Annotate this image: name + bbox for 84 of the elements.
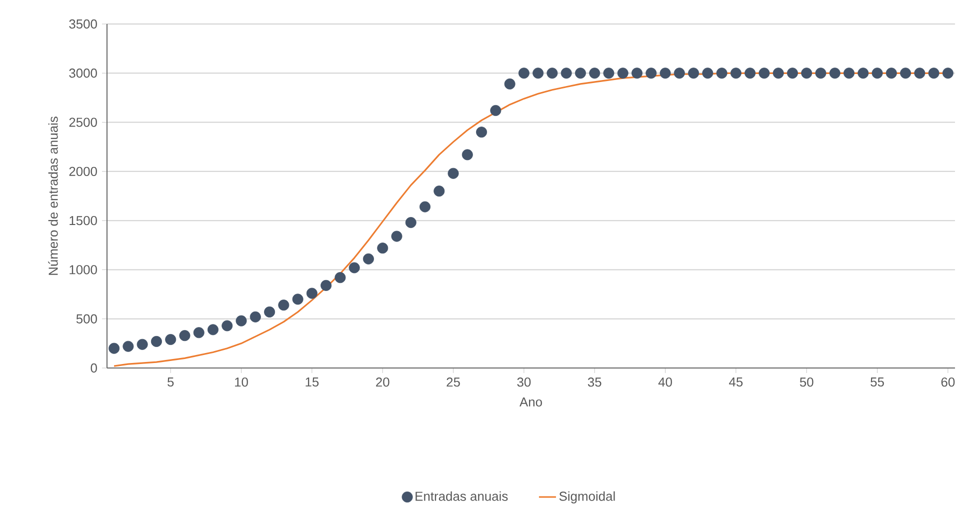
point (150, 336, 162, 347)
point (886, 68, 897, 79)
x-tick-label: 45 (729, 378, 743, 387)
point (900, 68, 912, 79)
y-tick-label: 3000 (69, 68, 97, 78)
point (420, 201, 431, 212)
point (108, 342, 120, 354)
point (660, 68, 671, 79)
point (744, 68, 756, 79)
point (264, 306, 276, 318)
y-tick-label: 3500 (69, 19, 97, 29)
point (688, 68, 700, 79)
point (334, 272, 346, 284)
point (122, 340, 134, 352)
x-tick-label: 10 (235, 378, 248, 387)
point (250, 311, 261, 322)
point (532, 68, 544, 79)
x-tick-label: 60 (941, 378, 955, 387)
point (574, 68, 586, 79)
point (844, 68, 855, 79)
point (560, 68, 572, 79)
x-tick-label: 35 (588, 378, 602, 387)
y-tick-label: 2500 (69, 118, 97, 127)
point (674, 68, 685, 79)
x-tick-label: 15 (306, 378, 319, 387)
point (362, 253, 374, 264)
x-tick-label: 30 (517, 378, 531, 387)
y-tick-label: 500 (76, 314, 97, 324)
point (829, 68, 840, 79)
legend-label: Entradas anuais (416, 491, 508, 501)
point (504, 78, 516, 90)
point (377, 242, 388, 254)
point (786, 68, 798, 79)
point (646, 68, 657, 79)
point (490, 104, 502, 116)
point (292, 294, 304, 305)
point (758, 68, 770, 79)
x-tick-label: 25 (446, 378, 460, 387)
point (858, 68, 869, 79)
point (208, 324, 218, 336)
point (801, 68, 812, 79)
x-tick-label: 20 (376, 378, 390, 387)
point (632, 68, 643, 79)
x-tick-label: 5 (168, 378, 174, 387)
point (391, 230, 402, 242)
point (136, 338, 148, 350)
point (942, 68, 954, 79)
point (462, 149, 473, 160)
point (914, 68, 926, 79)
point (278, 300, 290, 311)
y-tick-label: 0 (90, 363, 97, 373)
point (928, 68, 940, 79)
y-tick-label: 1500 (70, 216, 97, 226)
point (702, 68, 714, 79)
point (320, 280, 332, 291)
point (730, 68, 742, 79)
x-axis-title: Ano (520, 398, 542, 407)
point (434, 186, 445, 197)
point (348, 262, 360, 274)
point (179, 330, 190, 342)
point (405, 217, 416, 228)
point (546, 68, 558, 79)
point (236, 315, 247, 326)
point (476, 126, 488, 138)
point (448, 168, 459, 179)
y-tick-label: 2000 (69, 166, 97, 176)
point (165, 334, 176, 345)
point (603, 68, 614, 79)
point (617, 68, 628, 79)
y-tick-label: 1000 (70, 265, 97, 274)
point (306, 288, 318, 299)
legend-label: Sigmoidal (559, 491, 615, 504)
point (716, 68, 728, 79)
x-tick-label: 55 (870, 378, 884, 387)
point (222, 320, 233, 332)
x-tick-label: 40 (658, 378, 672, 387)
point (589, 68, 600, 79)
point (518, 68, 530, 79)
x-tick-label: 50 (800, 378, 814, 387)
point (815, 68, 826, 79)
point (193, 327, 204, 338)
point (872, 68, 883, 79)
point (772, 68, 784, 79)
y-axis-title: Número de entradas anuais (48, 116, 58, 275)
